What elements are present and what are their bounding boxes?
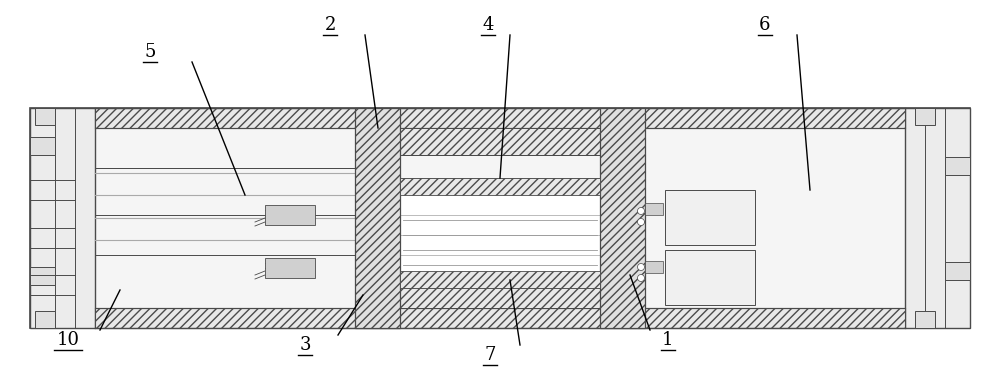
Bar [645, 203, 663, 215]
Text: 1: 1 [662, 331, 674, 349]
Bar [400, 178, 600, 288]
Bar [400, 178, 600, 195]
Bar [945, 262, 970, 280]
Text: 7: 7 [484, 346, 496, 364]
Text: 3: 3 [299, 336, 311, 354]
Bar [400, 281, 600, 308]
Bar [665, 190, 755, 245]
Circle shape [638, 207, 644, 214]
Text: 4: 4 [482, 16, 494, 34]
Bar [95, 308, 905, 328]
Bar [400, 271, 600, 288]
Bar [400, 128, 600, 155]
Text: 10: 10 [57, 331, 80, 349]
Bar [905, 108, 970, 328]
Circle shape [638, 263, 644, 270]
Bar [35, 311, 55, 328]
Text: 5: 5 [144, 43, 156, 61]
Bar [265, 205, 315, 225]
Bar [265, 258, 315, 278]
Bar [645, 261, 663, 273]
Bar [35, 108, 55, 125]
Bar [30, 137, 55, 155]
Text: 2: 2 [324, 16, 336, 34]
Circle shape [638, 218, 644, 225]
Bar [915, 108, 935, 125]
Bar [95, 108, 905, 128]
Bar [945, 157, 970, 175]
Bar [30, 108, 970, 328]
Bar [915, 311, 935, 328]
Bar [600, 108, 645, 328]
Text: 6: 6 [759, 16, 771, 34]
Bar [355, 108, 400, 328]
Bar [665, 250, 755, 305]
Bar [30, 108, 95, 328]
Circle shape [638, 275, 644, 282]
Bar [30, 267, 55, 285]
